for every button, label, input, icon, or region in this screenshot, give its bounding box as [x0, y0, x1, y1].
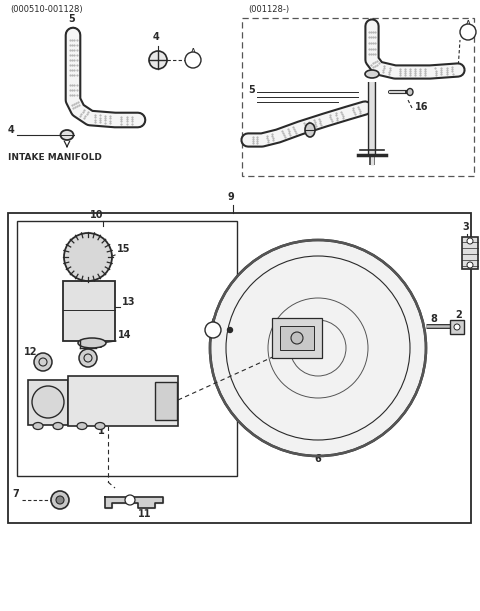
Text: 14: 14: [118, 330, 132, 340]
Circle shape: [467, 262, 473, 268]
Ellipse shape: [365, 70, 379, 78]
Bar: [8, 213, 471, 523]
Text: 12: 12: [90, 340, 104, 350]
Text: 5: 5: [68, 14, 75, 24]
Text: 16: 16: [415, 102, 429, 112]
Text: 15: 15: [117, 244, 131, 254]
Bar: [272, 318, 322, 358]
Text: (000510-001128): (000510-001128): [10, 5, 83, 14]
Text: 11: 11: [138, 509, 152, 519]
Ellipse shape: [305, 123, 315, 137]
Circle shape: [205, 322, 221, 338]
Text: 12: 12: [24, 347, 37, 357]
Text: 1: 1: [98, 426, 105, 436]
Text: (001128-): (001128-): [248, 5, 289, 14]
Polygon shape: [105, 497, 163, 508]
Circle shape: [51, 491, 69, 509]
Circle shape: [56, 496, 64, 504]
Circle shape: [228, 327, 232, 332]
Text: A: A: [209, 318, 216, 329]
Circle shape: [125, 495, 135, 505]
Circle shape: [64, 233, 112, 281]
Ellipse shape: [33, 422, 43, 430]
Circle shape: [34, 353, 52, 371]
Text: 8: 8: [430, 314, 437, 324]
Bar: [462, 237, 478, 269]
Text: INTAKE MANIFOLD: INTAKE MANIFOLD: [8, 153, 102, 162]
Text: A: A: [190, 48, 196, 59]
Text: 13: 13: [122, 297, 135, 307]
Circle shape: [210, 240, 426, 456]
Ellipse shape: [78, 338, 106, 348]
Text: A: A: [465, 21, 471, 31]
Text: 9: 9: [228, 192, 235, 202]
Ellipse shape: [60, 130, 73, 140]
Circle shape: [79, 349, 97, 367]
Text: 7: 7: [12, 489, 19, 499]
Bar: [63, 281, 115, 341]
Bar: [68, 376, 178, 426]
Ellipse shape: [53, 422, 63, 430]
Circle shape: [454, 324, 460, 330]
Text: 3: 3: [462, 222, 469, 232]
Bar: [450, 320, 464, 334]
Bar: [242, 18, 474, 176]
Bar: [17, 221, 237, 476]
Circle shape: [467, 238, 473, 244]
Text: 2: 2: [455, 310, 462, 320]
Circle shape: [185, 52, 201, 68]
Circle shape: [291, 332, 303, 344]
Ellipse shape: [95, 422, 105, 430]
Ellipse shape: [407, 89, 413, 95]
Bar: [28, 380, 68, 425]
Text: 4: 4: [153, 32, 160, 42]
Bar: [280, 326, 314, 350]
Circle shape: [149, 51, 167, 69]
Circle shape: [460, 24, 476, 40]
Ellipse shape: [77, 422, 87, 430]
Text: 10: 10: [90, 210, 104, 220]
Bar: [155, 382, 177, 420]
Text: 4: 4: [8, 125, 15, 135]
Text: 6: 6: [314, 454, 321, 464]
Circle shape: [32, 386, 64, 418]
Text: 5: 5: [248, 85, 255, 95]
